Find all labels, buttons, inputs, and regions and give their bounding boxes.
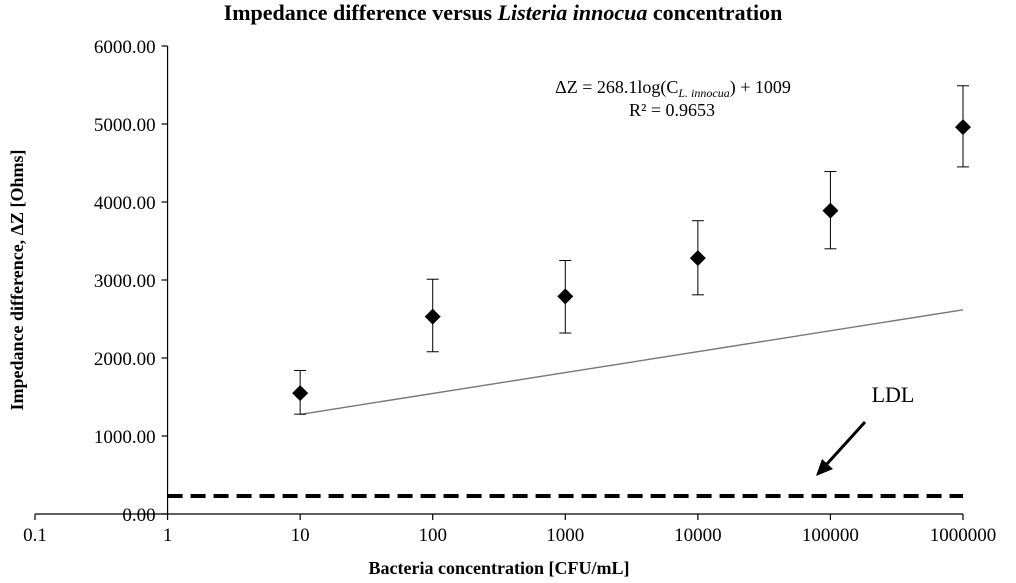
x-tick-label: 1 [163, 525, 173, 546]
trendline [300, 309, 964, 416]
x-axis: 0.1 1 10 100 1000 10000 100000 1000000 [23, 513, 997, 546]
data-point [292, 385, 309, 402]
data-points [292, 119, 971, 402]
x-axis-label: Bacteria concentration [CFU/mL] [369, 558, 630, 578]
chart-title-part-2: Listeria innocua [497, 0, 648, 25]
equation-subscript: L. innocua [677, 86, 729, 100]
ldl-label: LDL [872, 382, 915, 407]
x-tick-label: 10000 [674, 525, 722, 546]
r-squared-label: R² = 0.9653 [629, 100, 715, 120]
data-point [424, 308, 441, 325]
ldl-group: LDL [167, 382, 963, 499]
ldl-arrow-shaft [824, 420, 867, 467]
data-point [557, 288, 574, 305]
chart-title-part-3: concentration [647, 0, 782, 25]
trendline-group [300, 309, 964, 416]
x-tick-label: 100 [418, 525, 447, 546]
data-point [822, 202, 839, 219]
y-tick-label: 3000.00 [94, 271, 156, 292]
x-tick-label: 100000 [802, 525, 859, 546]
error-bars [294, 85, 969, 415]
y-tick-label: 0.00 [122, 505, 155, 526]
x-tick-label: 10 [291, 525, 310, 546]
equation-suffix: ) + 1009 [730, 77, 791, 98]
y-axis: 0.00 1000.00 2000.00 3000.00 4000.00 5000.00 6… [94, 37, 169, 526]
data-point [689, 250, 706, 267]
x-tick-label: 1000000 [930, 525, 997, 546]
y-tick-label: 6000.00 [94, 37, 156, 58]
chart-title-part-1: Impedance difference versus [224, 0, 498, 25]
x-tick-label: 0.1 [23, 525, 47, 546]
regression-equation: ΔZ = 268.1log(CL. innocua) + 1009 [555, 77, 791, 100]
x-tick-label: 1000 [546, 525, 584, 546]
data-point [955, 119, 971, 136]
y-tick-label: 4000.00 [94, 193, 156, 214]
y-tick-label: 2000.00 [94, 349, 156, 370]
equation-prefix: ΔZ = 268.1log(C [555, 77, 678, 98]
y-axis-label: Impedance difference, ΔZ [Ohms] [7, 150, 27, 411]
y-tick-label: 1000.00 [94, 427, 156, 448]
chart-title: Impedance difference versus Listeria inn… [224, 0, 783, 25]
ldl-arrow-head [816, 459, 833, 476]
y-tick-label: 5000.00 [94, 115, 156, 136]
